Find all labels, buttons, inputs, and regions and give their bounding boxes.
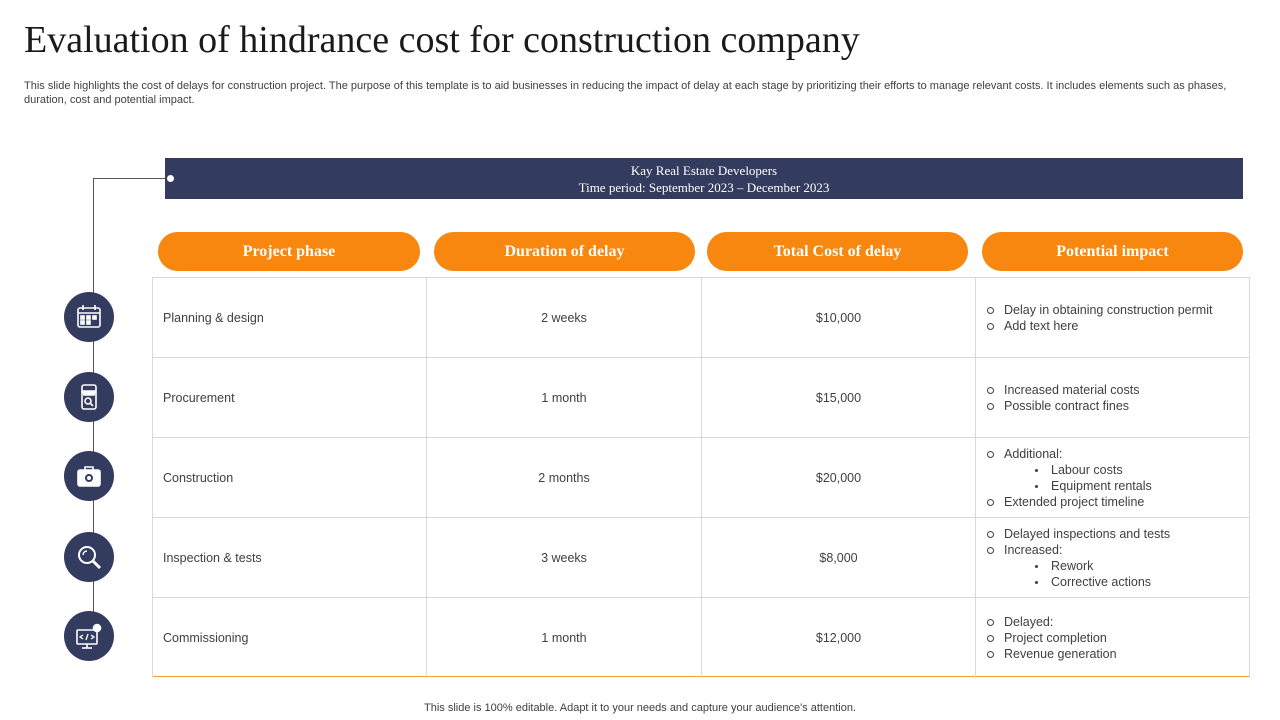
phase-cell: Procurement (152, 358, 426, 438)
impact-subitem: Corrective actions (1004, 574, 1170, 590)
duration-cell: 3 weeks (426, 518, 701, 598)
impact-cell: Delay in obtaining construction permit A… (975, 278, 1250, 358)
header-duration-of-delay: Duration of delay (434, 232, 695, 271)
impact-subitem: Labour costs (1004, 462, 1152, 478)
connector-dot (166, 174, 175, 183)
table-row: Commissioning 1 month $12,000 Delayed: P… (152, 598, 1250, 678)
impact-sublist: Labour costs Equipment rentals (1004, 462, 1152, 494)
impact-item-text: Increased: (1004, 543, 1063, 557)
duration-cell: 2 weeks (426, 278, 701, 358)
cost-cell: $8,000 (701, 518, 975, 598)
phase-cell: Commissioning (152, 598, 426, 678)
delay-cost-table: Planning & design 2 weeks $10,000 Delay … (152, 277, 1250, 678)
impact-item: Delay in obtaining construction permit (986, 302, 1212, 318)
impact-cell: Delayed: Project completion Revenue gene… (975, 598, 1250, 678)
magnifier-icon (64, 532, 114, 582)
impact-list: Additional: Labour costs Equipment renta… (986, 446, 1152, 510)
impact-cell: Additional: Labour costs Equipment renta… (975, 438, 1250, 518)
impact-item: Possible contract fines (986, 398, 1139, 414)
impact-item: Delayed inspections and tests (986, 526, 1170, 542)
phase-cell: Planning & design (152, 278, 426, 358)
impact-sublist: Rework Corrective actions (1004, 558, 1170, 590)
monitor-code-gear-icon (64, 611, 114, 661)
cost-cell: $12,000 (701, 598, 975, 678)
impact-list: Delayed inspections and tests Increased:… (986, 526, 1170, 590)
calendar-icon (64, 292, 114, 342)
impact-item: Revenue generation (986, 646, 1117, 662)
mobile-shop-icon (64, 372, 114, 422)
phase-cell: Construction (152, 438, 426, 518)
cost-cell: $15,000 (701, 358, 975, 438)
duration-cell: 2 months (426, 438, 701, 518)
impact-list: Increased material costs Possible contra… (986, 382, 1139, 414)
toolbox-gear-icon (64, 451, 114, 501)
impact-item: Increased material costs (986, 382, 1139, 398)
impact-cell: Delayed inspections and tests Increased:… (975, 518, 1250, 598)
footer-note: This slide is 100% editable. Adapt it to… (424, 702, 856, 714)
table-row: Procurement 1 month $15,000 Increased ma… (152, 358, 1250, 438)
impact-cell: Increased material costs Possible contra… (975, 358, 1250, 438)
impact-item: Extended project timeline (986, 494, 1152, 510)
table-row: Construction 2 months $20,000 Additional… (152, 438, 1250, 518)
cost-cell: $20,000 (701, 438, 975, 518)
table-row: Planning & design 2 weeks $10,000 Delay … (152, 278, 1250, 358)
impact-item-text: Additional: (1004, 447, 1063, 461)
banner-time-period: Time period: September 2023 – December 2… (578, 180, 830, 195)
impact-list: Delayed: Project completion Revenue gene… (986, 614, 1117, 662)
connector-line-horizontal (93, 178, 169, 179)
cost-cell: $10,000 (701, 278, 975, 358)
impact-subitem: Rework (1004, 558, 1170, 574)
impact-list: Delay in obtaining construction permit A… (986, 302, 1212, 334)
impact-item: Project completion (986, 630, 1117, 646)
duration-cell: 1 month (426, 358, 701, 438)
impact-subitem: Equipment rentals (1004, 478, 1152, 494)
impact-item: Increased: Rework Corrective actions (986, 542, 1170, 590)
impact-item: Add text here (986, 318, 1212, 334)
header-potential-impact: Potential impact (982, 232, 1243, 271)
header-total-cost-of-delay: Total Cost of delay (707, 232, 968, 271)
impact-item: Additional: Labour costs Equipment renta… (986, 446, 1152, 494)
company-banner: Kay Real Estate Developers Time period: … (165, 158, 1243, 199)
page-title: Evaluation of hindrance cost for constru… (24, 19, 860, 61)
table-row: Inspection & tests 3 weeks $8,000 Delaye… (152, 518, 1250, 598)
impact-item: Delayed: (986, 614, 1117, 630)
phase-cell: Inspection & tests (152, 518, 426, 598)
page-subtitle: This slide highlights the cost of delays… (24, 80, 1227, 106)
duration-cell: 1 month (426, 598, 701, 678)
header-project-phase: Project phase (158, 232, 420, 271)
banner-company-name: Kay Real Estate Developers (630, 163, 778, 178)
